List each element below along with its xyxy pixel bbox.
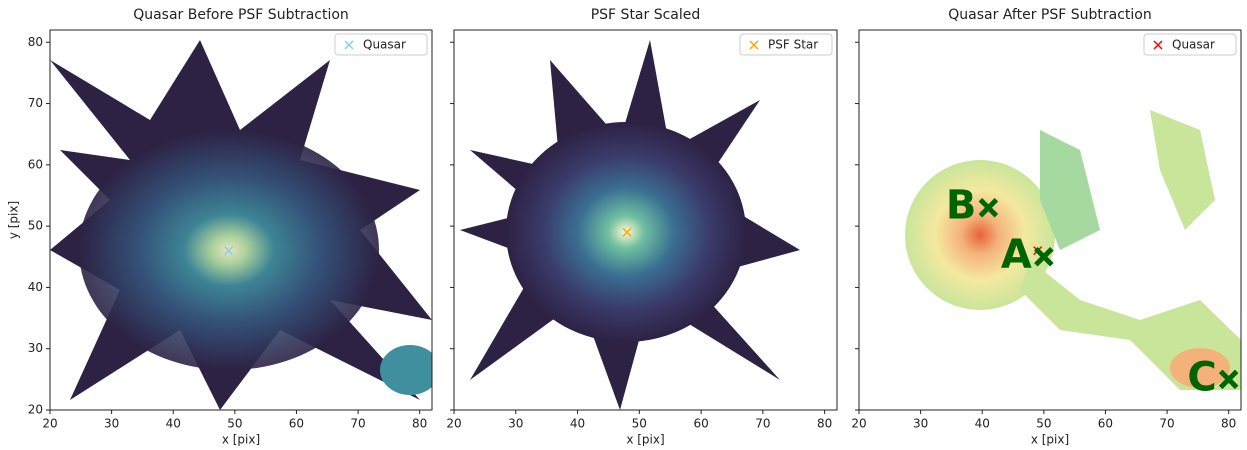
axes-frame	[858, 29, 1242, 411]
x-tick-label: 30	[913, 417, 928, 431]
data-point	[224, 246, 234, 256]
x-tick-label: 80	[1221, 417, 1236, 431]
chart-title: Quasar Before PSF Subtraction	[133, 7, 349, 23]
x-tick-label: 60	[1098, 417, 1113, 431]
annotation-label: B	[946, 183, 977, 229]
annotation-marker	[1218, 369, 1239, 390]
image	[905, 110, 1241, 390]
y-tick-label: 50	[28, 219, 43, 233]
legend-label: Quasar	[1172, 38, 1215, 52]
legend-marker	[1153, 40, 1163, 50]
chart-title: PSF Star Scaled	[591, 7, 701, 23]
annotation-marker	[1034, 247, 1054, 267]
x-tick-label: 20	[851, 417, 866, 431]
data-point	[622, 227, 632, 237]
annotation-marker	[978, 197, 999, 218]
legend-label: PSF Star	[768, 38, 818, 52]
x-tick-label: 20	[446, 417, 461, 431]
axes-frame	[453, 29, 838, 411]
y-tick-label: 20	[28, 403, 43, 417]
x-axis-label: x [pix]	[1031, 433, 1069, 447]
y-tick-label: 80	[28, 35, 43, 49]
x-tick-label: 60	[289, 417, 304, 431]
y-tick-label: 60	[28, 157, 43, 171]
x-tick-label: 80	[412, 417, 427, 431]
x-tick-label: 30	[508, 417, 523, 431]
annotation-label: C	[1187, 354, 1216, 400]
y-tick-label: 30	[28, 341, 43, 355]
legend-box	[334, 33, 428, 56]
x-tick-label: 70	[350, 417, 365, 431]
x-tick-label: 30	[104, 417, 119, 431]
x-axis-label: x [pix]	[222, 433, 260, 447]
chart-title: Quasar After PSF Subtraction	[948, 7, 1151, 23]
y-axis-label: y [pix]	[7, 201, 21, 239]
x-tick-label: 40	[570, 417, 585, 431]
legend-box	[1143, 33, 1237, 56]
x-axis-label: x [pix]	[626, 433, 664, 447]
image	[50, 40, 432, 410]
image	[460, 40, 800, 410]
x-tick-label: 70	[1159, 417, 1174, 431]
legend-label: Quasar	[363, 38, 406, 52]
y-tick-label: 40	[28, 280, 43, 294]
x-tick-label: 50	[227, 417, 242, 431]
legend-box	[739, 33, 833, 56]
x-tick-label: 80	[817, 417, 832, 431]
legend-marker	[749, 40, 759, 50]
x-tick-label: 50	[1036, 417, 1051, 431]
y-tick-label: 70	[28, 96, 43, 110]
legend-marker	[344, 40, 354, 50]
x-tick-label: 20	[42, 417, 57, 431]
x-tick-label: 40	[166, 417, 181, 431]
x-tick-label: 70	[755, 417, 770, 431]
x-tick-label: 40	[975, 417, 990, 431]
annotation-label: A	[1001, 232, 1032, 278]
x-tick-label: 60	[693, 417, 708, 431]
x-tick-label: 50	[632, 417, 647, 431]
axes-frame	[49, 29, 433, 411]
